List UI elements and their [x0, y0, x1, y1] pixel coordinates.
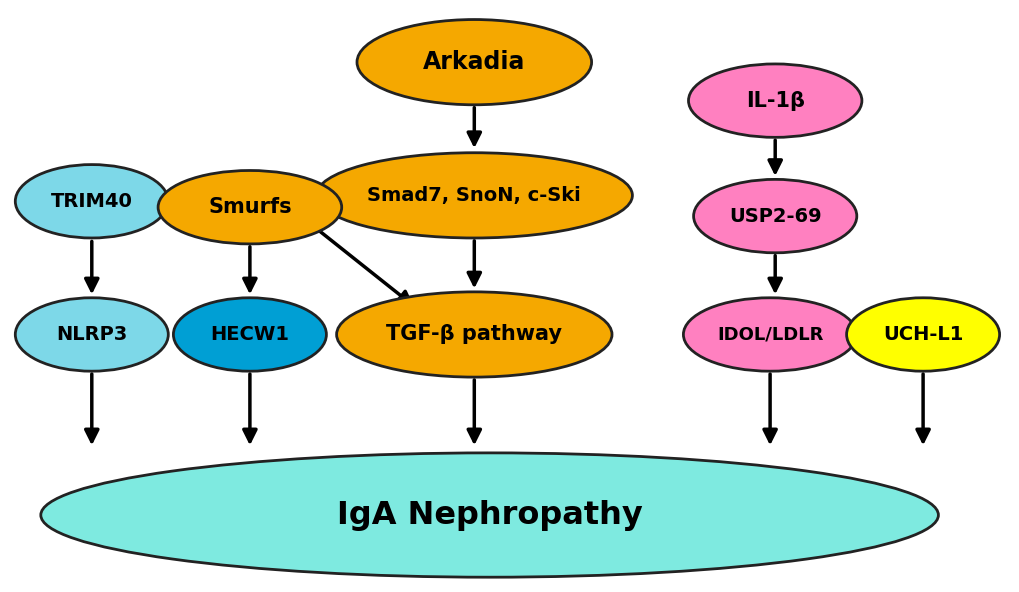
Ellipse shape	[173, 298, 326, 371]
Text: IL-1β: IL-1β	[745, 91, 804, 111]
Ellipse shape	[693, 179, 856, 253]
Text: HECW1: HECW1	[210, 325, 289, 344]
Text: IDOL/LDLR: IDOL/LDLR	[716, 326, 822, 343]
Text: TRIM40: TRIM40	[51, 192, 132, 211]
Ellipse shape	[15, 165, 168, 238]
Ellipse shape	[158, 170, 341, 244]
Text: Arkadia: Arkadia	[423, 50, 525, 74]
Ellipse shape	[846, 298, 999, 371]
Text: NLRP3: NLRP3	[56, 325, 127, 344]
Text: USP2-69: USP2-69	[729, 207, 820, 226]
Ellipse shape	[316, 153, 632, 238]
Text: Smurfs: Smurfs	[208, 197, 291, 217]
Text: IgA Nephropathy: IgA Nephropathy	[336, 500, 642, 530]
Text: UCH-L1: UCH-L1	[882, 325, 962, 344]
Ellipse shape	[683, 298, 856, 371]
Text: TGF-β pathway: TGF-β pathway	[386, 324, 561, 345]
Ellipse shape	[15, 298, 168, 371]
Text: Smad7, SnoN, c-Ski: Smad7, SnoN, c-Ski	[367, 186, 581, 205]
Ellipse shape	[357, 20, 591, 105]
Ellipse shape	[336, 292, 611, 377]
Ellipse shape	[688, 64, 861, 137]
Ellipse shape	[41, 453, 937, 577]
